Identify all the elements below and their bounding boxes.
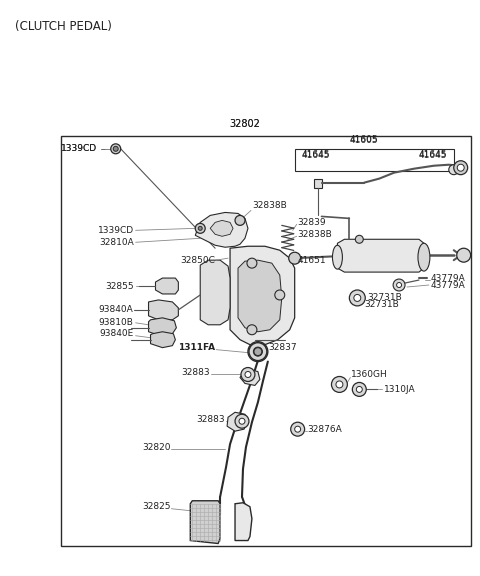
Circle shape — [288, 252, 300, 264]
Circle shape — [349, 290, 365, 306]
Text: 32855: 32855 — [105, 282, 133, 290]
Circle shape — [393, 279, 405, 291]
Circle shape — [247, 325, 257, 335]
Text: 1360GH: 1360GH — [351, 370, 388, 379]
Circle shape — [457, 248, 471, 262]
Circle shape — [241, 367, 255, 381]
Polygon shape — [240, 370, 260, 385]
Polygon shape — [190, 501, 220, 544]
Circle shape — [249, 343, 267, 361]
Text: 32839: 32839 — [298, 218, 326, 227]
Polygon shape — [195, 213, 248, 247]
Polygon shape — [151, 332, 175, 348]
Bar — [313, 179, 322, 188]
Text: 41645: 41645 — [301, 150, 330, 160]
Circle shape — [247, 258, 257, 268]
Polygon shape — [238, 260, 282, 332]
Circle shape — [352, 382, 366, 396]
Circle shape — [245, 372, 251, 377]
Polygon shape — [227, 412, 248, 431]
Text: 41605: 41605 — [350, 136, 379, 145]
Circle shape — [454, 161, 468, 175]
Circle shape — [253, 347, 263, 356]
Circle shape — [113, 146, 118, 151]
Circle shape — [198, 226, 202, 230]
Text: 41645: 41645 — [301, 151, 330, 160]
Polygon shape — [148, 300, 179, 320]
Circle shape — [111, 144, 120, 154]
Bar — [295, 149, 454, 170]
Polygon shape — [337, 239, 424, 272]
Circle shape — [291, 422, 305, 436]
Text: 32883: 32883 — [196, 415, 225, 424]
Text: 41645: 41645 — [419, 151, 447, 160]
Text: 32850C: 32850C — [180, 256, 215, 264]
Text: 41605: 41605 — [350, 135, 379, 144]
Text: 43779A: 43779A — [431, 274, 466, 283]
Text: (CLUTCH PEDAL): (CLUTCH PEDAL) — [15, 20, 112, 33]
Polygon shape — [210, 221, 233, 236]
Text: 1339CD: 1339CD — [97, 226, 133, 235]
Circle shape — [275, 290, 285, 300]
Text: 32883: 32883 — [181, 368, 210, 377]
Text: 32810A: 32810A — [99, 238, 133, 247]
Circle shape — [332, 377, 348, 392]
Text: 32825: 32825 — [142, 502, 170, 511]
Ellipse shape — [418, 243, 430, 271]
Circle shape — [355, 236, 363, 243]
Polygon shape — [235, 503, 252, 540]
Circle shape — [239, 418, 245, 424]
Text: 32820: 32820 — [142, 442, 170, 452]
Bar — [61, 136, 471, 547]
Text: 32731B: 32731B — [367, 293, 402, 302]
Circle shape — [254, 348, 262, 355]
Polygon shape — [148, 318, 176, 336]
Circle shape — [235, 215, 245, 225]
Text: 32802: 32802 — [229, 119, 261, 129]
Circle shape — [248, 342, 268, 362]
Polygon shape — [230, 247, 295, 344]
Circle shape — [449, 165, 459, 175]
Circle shape — [354, 294, 361, 301]
Circle shape — [295, 426, 300, 432]
Text: 1339CD: 1339CD — [61, 145, 97, 153]
Circle shape — [195, 223, 205, 233]
Text: 32838B: 32838B — [252, 201, 287, 210]
Polygon shape — [156, 278, 179, 294]
Text: 32837: 32837 — [268, 343, 297, 352]
Text: 32802: 32802 — [229, 119, 261, 129]
Text: 1311FA: 1311FA — [178, 343, 215, 352]
Text: 93840A: 93840A — [99, 305, 133, 314]
Text: 41651: 41651 — [298, 256, 326, 264]
Circle shape — [356, 386, 362, 392]
Text: 43779A: 43779A — [431, 281, 466, 290]
Text: 32876A: 32876A — [308, 425, 342, 434]
Circle shape — [235, 414, 249, 428]
Text: 1310JA: 1310JA — [384, 385, 416, 394]
Polygon shape — [200, 260, 230, 325]
Circle shape — [336, 381, 343, 388]
Text: 93840E: 93840E — [99, 329, 133, 338]
Text: 93810B: 93810B — [99, 319, 133, 327]
Text: 32838B: 32838B — [298, 230, 333, 239]
Ellipse shape — [333, 245, 342, 269]
Circle shape — [396, 283, 402, 287]
Text: 41645: 41645 — [419, 150, 447, 160]
Circle shape — [457, 164, 464, 171]
Text: 32731B: 32731B — [364, 301, 399, 309]
Text: 1339CD: 1339CD — [61, 145, 97, 153]
